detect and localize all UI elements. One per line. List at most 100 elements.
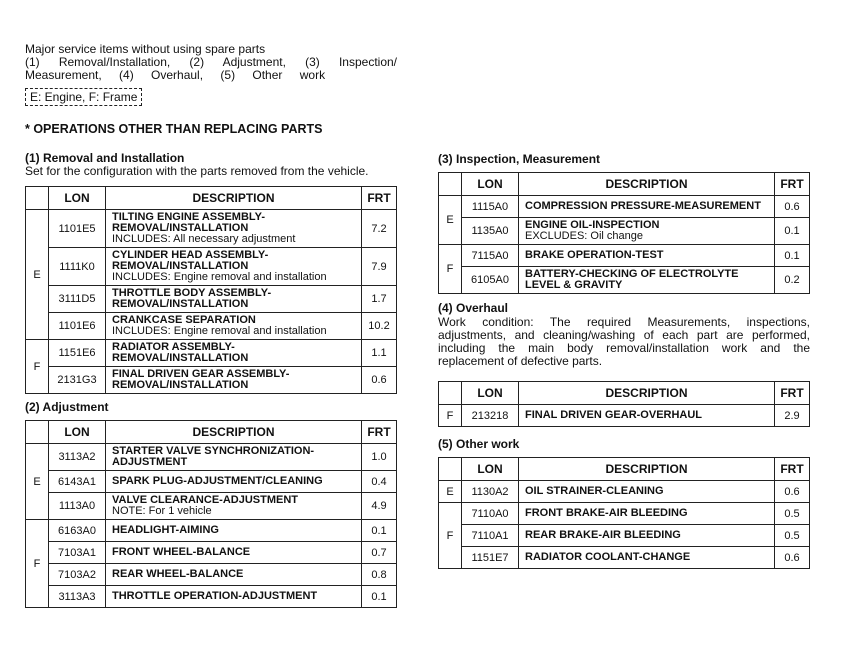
description-note: NOTE: For 1 vehicle — [112, 505, 212, 517]
section-1-note: Set for the configuration with the parts… — [25, 164, 369, 178]
description-line: REMOVAL/INSTALLATION — [112, 222, 249, 234]
description-line: BRAKE OPERATION-TEST — [525, 249, 664, 261]
section-1-title: (1) Removal and Installation — [25, 151, 185, 165]
table-row: F 7110A0 FRONT BRAKE-AIR BLEEDING 0.5 — [438, 502, 810, 569]
lon-cell: 6163A0 — [48, 519, 106, 542]
description-line: FRONT WHEEL-BALANCE — [112, 546, 251, 558]
frt-cell: 0.6 — [774, 195, 810, 218]
header-lon: LON — [461, 457, 519, 481]
frt-cell: 4.9 — [361, 492, 397, 520]
description-line: SPARK PLUG-ADJUSTMENT/CLEANING — [112, 475, 323, 487]
description-cell: THROTTLE BODY ASSEMBLY- REMOVAL/INSTALLAT… — [105, 285, 362, 313]
frt-cell: 0.1 — [361, 585, 397, 608]
table-row: 1111K0 CYLINDER HEAD ASSEMBLY- REMOVAL/INS… — [26, 247, 397, 286]
frt-cell: 0.1 — [774, 217, 810, 245]
other-work-table: LON DESCRIPTION FRT E 1130A2 OIL STRAINER-CLE… — [438, 457, 810, 569]
lon-cell: 6143A1 — [48, 470, 106, 493]
description-line: VALVE CLEARANCE-ADJUSTMENT — [112, 494, 298, 506]
description-line: REAR WHEEL-BALANCE — [112, 568, 244, 580]
frt-cell: 0.1 — [361, 519, 397, 542]
lon-cell: 7115A0 — [461, 244, 519, 267]
table-row: 1101E6 CRANKCASE SEPARATION INCLUDES: Engi… — [26, 312, 397, 340]
header-row: LON DESCRIPTION FRT — [438, 381, 810, 405]
description-cell: FRONT WHEEL-BALANCE — [105, 541, 362, 564]
table-row: 7103A1 FRONT WHEEL-BALANCE 0.7 — [26, 541, 397, 564]
description-cell: ENGINE OIL-INSPECTION EXCLUDES: Oil chang… — [518, 217, 775, 245]
header-lon: LON — [461, 381, 519, 405]
lon-cell: 1113A0 — [48, 492, 106, 520]
frt-cell: 0.7 — [361, 541, 397, 564]
table-row: 6105A0 BATTERY-CHECKING OF ELECTROLYTE LEV… — [439, 266, 810, 294]
table-row: 3111D5 THROTTLE BODY ASSEMBLY- REMOVAL/INS… — [26, 285, 397, 313]
description-note: EXCLUDES: Oil change — [525, 230, 643, 242]
table-row: 7110A1 REAR BRAKE-AIR BLEEDING 0.5 — [439, 524, 810, 547]
header-row: LON DESCRIPTION FRT — [25, 186, 397, 210]
description-note: INCLUDES: Engine removal and installatio… — [112, 325, 327, 337]
table-row: 1113A0 VALVE CLEARANCE-ADJUSTMENT NOTE: Fo… — [26, 492, 397, 520]
description-line: FINAL DRIVEN GEAR-OVERHAUL — [525, 409, 703, 421]
frt-cell: 1.0 — [361, 443, 397, 471]
group-cell: E — [438, 480, 462, 503]
frt-cell: 0.5 — [774, 524, 810, 547]
header-description: DESCRIPTION — [518, 172, 775, 196]
header-frt: FRT — [774, 172, 810, 196]
description-cell: VALVE CLEARANCE-ADJUSTMENT NOTE: For 1 ve… — [105, 492, 362, 520]
group-cell: F — [25, 519, 49, 608]
description-cell: OIL STRAINER-CLEANING — [518, 480, 775, 503]
inspection-table: LON DESCRIPTION FRT E 1115A0 COMPRESSION PRES… — [438, 172, 810, 294]
description-line: FRONT BRAKE-AIR BLEEDING — [525, 507, 688, 519]
section-2-title: (2) Adjustment — [25, 400, 109, 414]
header-lon: LON — [48, 186, 106, 210]
table-row: F 6163A0 HEADLIGHT-AIMING 0.1 — [25, 519, 397, 608]
description-cell: STARTER VALVE SYNCHRONIZATION- ADJUSTMENT — [105, 443, 362, 471]
header-group — [438, 457, 462, 481]
frt-cell: 0.6 — [361, 366, 397, 394]
description-line: LEVEL & GRAVITY — [525, 279, 623, 291]
description-cell: COMPRESSION PRESSURE-MEASUREMENT — [518, 195, 775, 218]
legend-box: E: Engine, F: Frame — [25, 88, 143, 106]
description-line: REMOVAL/INSTALLATION — [112, 379, 249, 391]
table-row: E 1115A0 COMPRESSION PRESSURE-MEASUREMENT 0… — [438, 195, 810, 245]
description-note: INCLUDES: All necessary adjustment — [112, 233, 296, 245]
frt-cell: 0.6 — [774, 546, 810, 569]
description-cell: BRAKE OPERATION-TEST — [518, 244, 775, 267]
group-cell: F — [438, 502, 462, 569]
frt-cell: 0.1 — [774, 244, 810, 267]
frt-cell: 1.7 — [361, 285, 397, 313]
frt-cell: 10.2 — [361, 312, 397, 340]
description-cell: HEADLIGHT-AIMING — [105, 519, 362, 542]
header-frt: FRT — [361, 186, 397, 210]
header-description: DESCRIPTION — [105, 186, 362, 210]
frt-cell: 0.5 — [774, 502, 810, 525]
description-cell: RADIATOR ASSEMBLY- REMOVAL/INSTALLATION — [105, 339, 362, 367]
description-line: REAR BRAKE-AIR BLEEDING — [525, 529, 681, 541]
frt-cell: 7.2 — [361, 209, 397, 248]
table-row: F 1151E6 RADIATOR ASSEMBLY- REMOVAL/INSTALL… — [25, 339, 397, 394]
description-cell: TILTING ENGINE ASSEMBLY- REMOVAL/INSTALLA… — [105, 209, 362, 248]
lon-cell: 1135A0 — [461, 217, 519, 245]
description-line: BATTERY-CHECKING OF ELECTROLYTE — [525, 268, 739, 280]
description-cell: FINAL DRIVEN GEAR ASSEMBLY- REMOVAL/INSTA… — [105, 366, 362, 394]
table-row: 7103A2 REAR WHEEL-BALANCE 0.8 — [26, 563, 397, 586]
description-line: FINAL DRIVEN GEAR ASSEMBLY- — [112, 368, 290, 380]
description-cell: REAR BRAKE-AIR BLEEDING — [518, 524, 775, 547]
description-line: CRANKCASE SEPARATION — [112, 314, 256, 326]
header-row: LON DESCRIPTION FRT — [438, 172, 810, 196]
frt-cell: 0.4 — [361, 470, 397, 493]
header-lon: LON — [461, 172, 519, 196]
lon-cell: 7110A0 — [461, 502, 519, 525]
table-row: F 213218 FINAL DRIVEN GEAR-OVERHAUL 2.9 — [438, 404, 810, 427]
section-4-title: (4) Overhaul — [438, 301, 509, 315]
header-group — [25, 186, 49, 210]
frt-cell: 0.6 — [774, 480, 810, 503]
table-row: 1135A0 ENGINE OIL-INSPECTION EXCLUDES: Oil… — [439, 217, 810, 245]
group-cell: E — [438, 195, 462, 245]
frt-cell: 7.9 — [361, 247, 397, 286]
section-5-title: (5) Other work — [438, 437, 520, 451]
header-description: DESCRIPTION — [105, 420, 362, 444]
lon-cell: 1130A2 — [461, 480, 519, 503]
table-row: 2131G3 FINAL DRIVEN GEAR ASSEMBLY- REMOVAL… — [26, 366, 397, 394]
frt-cell: 0.2 — [774, 266, 810, 294]
description-line: RADIATOR COOLANT-CHANGE — [525, 551, 691, 563]
description-line: ADJUSTMENT — [112, 456, 188, 468]
